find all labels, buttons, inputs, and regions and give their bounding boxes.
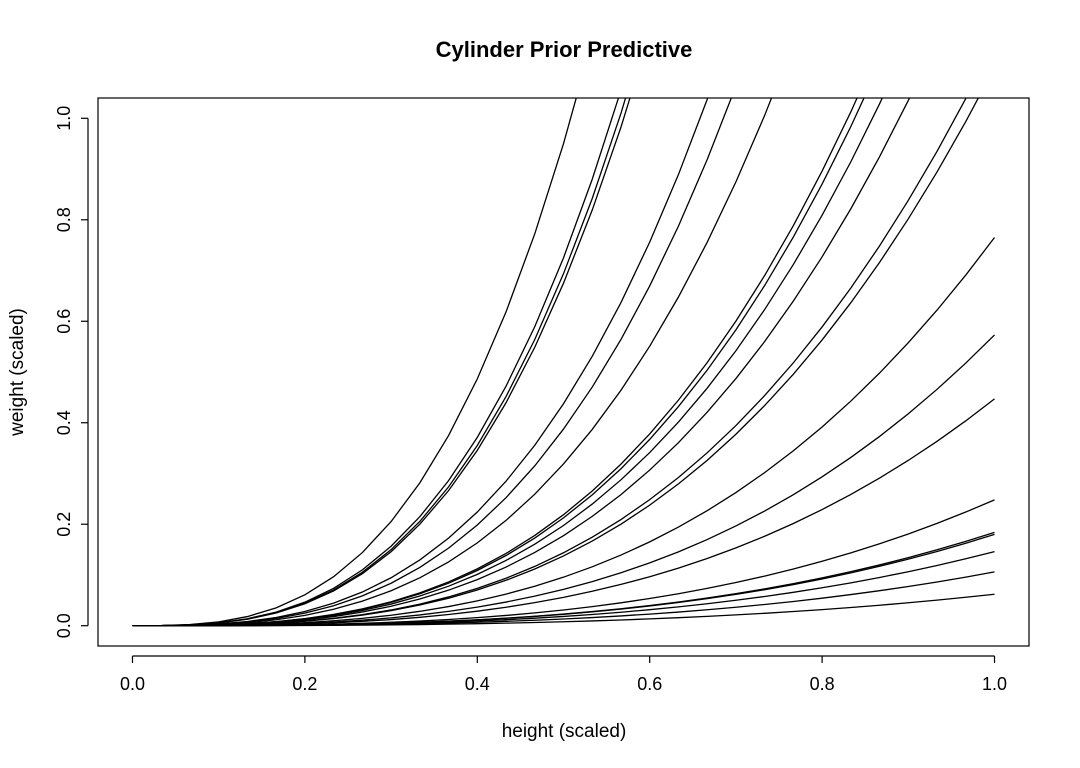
y-tick-label: 1.0: [54, 106, 74, 131]
y-tick-label: 0.6: [54, 309, 74, 334]
x-axis: 0.0 0.2 0.4 0.6 0.8 1.0: [120, 655, 1007, 694]
series-line-14: [132, 237, 996, 627]
series-line-13: [132, 98, 980, 627]
x-tick-label: 1.0: [982, 674, 1007, 694]
series-line-11: [132, 98, 911, 627]
y-axis-label: weight (scaled): [7, 308, 28, 437]
series-line-6: [132, 98, 732, 627]
series-lines: [132, 98, 996, 627]
series-line-2: [132, 98, 620, 627]
x-tick-label: 0.0: [120, 674, 145, 694]
x-tick-label: 0.2: [292, 674, 317, 694]
series-line-5: [132, 98, 709, 627]
series-line-16: [132, 398, 995, 627]
y-tick-label: 0.0: [54, 613, 74, 638]
series-line-1: [132, 98, 577, 627]
series-line-3: [132, 98, 627, 627]
series-line-22: [132, 593, 995, 627]
y-tick-label: 0.2: [54, 512, 74, 537]
plot-frame: [97, 97, 1030, 647]
series-line-15: [132, 334, 995, 627]
series-line-12: [132, 98, 967, 627]
series-line-7: [132, 98, 773, 627]
x-tick-label: 0.8: [810, 674, 835, 694]
series-line-10: [132, 98, 883, 627]
y-axis: 0.0 0.2 0.4 0.6 0.8 1.0: [54, 106, 89, 638]
chart-title: Cylinder Prior Predictive: [436, 37, 693, 62]
y-tick-label: 0.4: [54, 410, 74, 435]
series-line-9: [132, 98, 865, 627]
series-line-8: [132, 98, 858, 627]
x-tick-label: 0.4: [465, 674, 490, 694]
x-tick-label: 0.6: [637, 674, 662, 694]
y-tick-label: 0.8: [54, 207, 74, 232]
x-axis-label: height (scaled): [502, 721, 627, 742]
series-line-4: [132, 98, 631, 627]
